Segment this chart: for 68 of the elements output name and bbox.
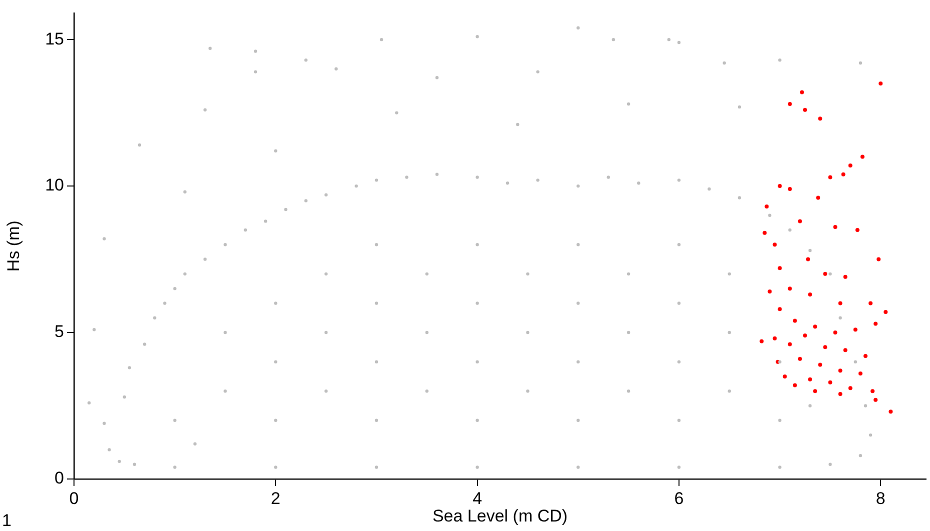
point — [768, 290, 772, 294]
y-tick-label: 0 — [54, 468, 64, 488]
x-tick-label: 0 — [69, 488, 79, 508]
x-tick-label: 8 — [876, 488, 886, 508]
y-tick-label: 5 — [54, 322, 64, 342]
point — [778, 184, 782, 188]
point — [813, 324, 818, 329]
point — [803, 108, 808, 112]
y-axis-title: Hs (m) — [4, 220, 23, 272]
point — [792, 318, 797, 323]
point — [841, 172, 846, 176]
y-tick-label: 10 — [45, 176, 64, 195]
point — [813, 389, 818, 394]
point — [828, 175, 832, 180]
point — [848, 164, 852, 168]
point — [864, 354, 868, 358]
point — [843, 348, 848, 352]
point — [782, 374, 787, 378]
point — [800, 90, 804, 94]
point — [870, 389, 875, 394]
point — [772, 336, 777, 340]
point — [788, 286, 792, 291]
x-tick-label: 2 — [270, 488, 280, 508]
point — [868, 301, 873, 306]
point — [818, 116, 822, 121]
point — [823, 345, 828, 350]
point — [833, 225, 838, 230]
point — [792, 383, 797, 388]
point — [838, 368, 842, 373]
point — [874, 322, 878, 326]
point — [860, 154, 864, 159]
x-axis-title: Sea Level (m CD) — [432, 506, 568, 526]
point — [876, 257, 881, 262]
point — [838, 301, 842, 306]
point — [772, 242, 777, 247]
point — [762, 230, 767, 235]
point — [788, 102, 792, 106]
point — [816, 196, 820, 200]
point — [798, 356, 802, 361]
point — [818, 362, 822, 367]
point — [848, 386, 852, 390]
point — [874, 398, 878, 402]
point — [803, 333, 808, 338]
point — [798, 219, 802, 224]
point — [760, 339, 764, 344]
point — [778, 307, 782, 312]
y-tick-label: 15 — [45, 29, 64, 48]
point — [838, 392, 842, 396]
point — [828, 380, 832, 384]
point — [855, 228, 860, 232]
point — [788, 186, 792, 191]
point — [884, 310, 888, 314]
point — [888, 410, 893, 414]
point — [878, 82, 883, 86]
point — [823, 272, 828, 276]
point — [858, 372, 862, 376]
point — [764, 204, 769, 209]
point — [788, 342, 792, 346]
point — [808, 377, 812, 382]
x-tick-label: 4 — [472, 488, 482, 508]
point — [778, 266, 782, 270]
point — [843, 274, 848, 279]
point — [853, 328, 858, 332]
point — [833, 330, 838, 335]
point — [808, 292, 812, 296]
text: 1 — [2, 511, 12, 531]
point — [806, 257, 810, 262]
x-tick-label: 6 — [674, 488, 684, 508]
